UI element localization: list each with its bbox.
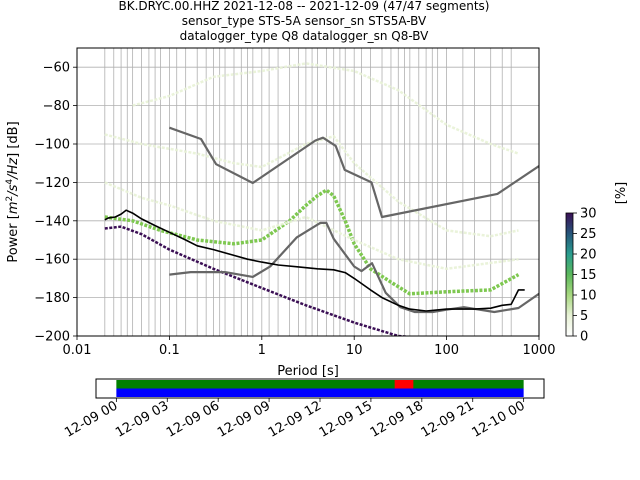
series-lines: [104, 126, 539, 314]
y-tick-label: −80: [43, 99, 70, 114]
y-axis-ticks: −60 −80 −100 −120 −140 −160 −180 −200: [34, 61, 77, 345]
x-tick-label: 0.1: [159, 343, 180, 358]
density-band-low: [132, 62, 519, 155]
colorbar-tick-label: 20: [580, 248, 597, 263]
timeline-tick-label: 12-09 00: [62, 398, 120, 440]
x-axis-label: Period [s]: [277, 364, 339, 379]
colorbar-ticks: 0 5 10 15 20 25 30: [573, 207, 597, 345]
data-coverage-bar: [116, 388, 524, 397]
timeline-tick-label: 12-09 03: [113, 398, 171, 440]
y-tick-label: −140: [34, 214, 70, 229]
colorbar-tick-label: 30: [580, 207, 597, 222]
x-tick-label: 1000: [522, 343, 555, 358]
y-tick-label: −180: [34, 291, 70, 306]
x-axis-ticks: 0.01 0.1 1 10 100 1000: [63, 336, 556, 358]
x-tick-label: 0.01: [63, 343, 92, 358]
chart-title-line-1: BK.DRYC.00.HHZ 2021-12-08 -- 2021-12-09 …: [119, 0, 490, 13]
timeline-tick-label: 12-10 00: [470, 398, 528, 440]
timeline-coverage: [116, 380, 524, 397]
chart-title-line-2: sensor_type STS-5A sensor_sn STS5A-BV: [182, 14, 427, 28]
y-label-part-4: /s: [6, 184, 21, 196]
y-tick-label: −120: [34, 176, 70, 191]
plot-frame: [76, 47, 540, 337]
y-label-part-6: /Hz: [6, 157, 21, 180]
density-band-mid: [104, 187, 520, 296]
colorbar-tick-label: 0: [580, 330, 588, 345]
segment-coverage-bar: [116, 380, 524, 389]
noise-model-line: [169, 221, 539, 314]
x-tick-label: 100: [434, 343, 459, 358]
density-band-max: [104, 225, 415, 336]
timeline-tick-label: 12-09 21: [419, 398, 477, 440]
colorbar-tick-label: 5: [580, 309, 588, 324]
x-tick-label: 10: [346, 343, 363, 358]
colorbar: [565, 212, 574, 337]
timeline-tick-label: 12-09 09: [215, 398, 273, 440]
y-label-part-3: 2: [5, 196, 15, 202]
y-tick-label: −200: [34, 330, 70, 345]
y-tick-label: −160: [34, 253, 70, 268]
y-tick-label: −100: [34, 138, 70, 153]
x-tick-label: 1: [258, 343, 266, 358]
mode-line: [104, 209, 525, 312]
colorbar-tick-label: 10: [580, 289, 597, 304]
colorbar-tick-label: 15: [580, 268, 597, 283]
plot-background: [77, 48, 539, 336]
noise-model-line: [169, 126, 539, 219]
y-tick-label: −60: [43, 61, 70, 76]
timeline-tick-label: 12-09 18: [368, 398, 426, 440]
y-label-part-5: 4: [5, 179, 15, 185]
y-axis-label: Power [m2/s4/Hz] [dB]: [5, 121, 21, 262]
y-label-part-1: Power [: [6, 214, 21, 263]
chart-title-line-3: datalogger_type Q8 datalogger_sn Q8-BV: [180, 29, 430, 43]
colorbar-label: [%]: [614, 182, 629, 205]
y-label-part-2: m: [6, 201, 21, 214]
density-band-low: [104, 181, 519, 271]
timeline-tick-label: 12-09 12: [266, 398, 324, 440]
y-label-part-7: ] [dB]: [6, 121, 21, 158]
coverage-gap: [394, 380, 414, 389]
timeline-tick-label: 12-09 15: [317, 398, 375, 440]
timeline-tick-label: 12-09 06: [164, 398, 222, 440]
psd-density: [104, 62, 520, 336]
colorbar-tick-label: 25: [580, 227, 597, 242]
